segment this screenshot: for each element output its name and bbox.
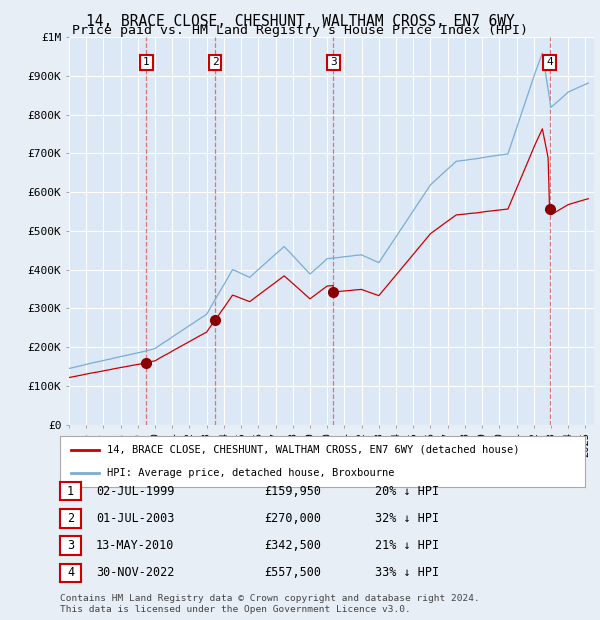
- Text: 1: 1: [67, 485, 74, 497]
- Text: 20% ↓ HPI: 20% ↓ HPI: [375, 485, 439, 497]
- Text: 33% ↓ HPI: 33% ↓ HPI: [375, 567, 439, 579]
- Text: HPI: Average price, detached house, Broxbourne: HPI: Average price, detached house, Brox…: [107, 468, 395, 478]
- Text: 02-JUL-1999: 02-JUL-1999: [96, 485, 175, 497]
- Text: 30-NOV-2022: 30-NOV-2022: [96, 567, 175, 579]
- Text: 01-JUL-2003: 01-JUL-2003: [96, 512, 175, 525]
- Text: 1: 1: [143, 58, 150, 68]
- Text: Price paid vs. HM Land Registry's House Price Index (HPI): Price paid vs. HM Land Registry's House …: [72, 24, 528, 37]
- Text: 4: 4: [67, 567, 74, 579]
- Text: £270,000: £270,000: [264, 512, 321, 525]
- Text: 4: 4: [546, 58, 553, 68]
- Text: £342,500: £342,500: [264, 539, 321, 552]
- Text: 32% ↓ HPI: 32% ↓ HPI: [375, 512, 439, 525]
- Text: 14, BRACE CLOSE, CHESHUNT, WALTHAM CROSS, EN7 6WY: 14, BRACE CLOSE, CHESHUNT, WALTHAM CROSS…: [86, 14, 514, 29]
- Text: 21% ↓ HPI: 21% ↓ HPI: [375, 539, 439, 552]
- Text: Contains HM Land Registry data © Crown copyright and database right 2024.
This d: Contains HM Land Registry data © Crown c…: [60, 595, 480, 614]
- Text: 3: 3: [330, 58, 337, 68]
- Text: 2: 2: [67, 512, 74, 525]
- Text: £159,950: £159,950: [264, 485, 321, 497]
- Text: 14, BRACE CLOSE, CHESHUNT, WALTHAM CROSS, EN7 6WY (detached house): 14, BRACE CLOSE, CHESHUNT, WALTHAM CROSS…: [107, 445, 520, 454]
- Text: 13-MAY-2010: 13-MAY-2010: [96, 539, 175, 552]
- Text: £557,500: £557,500: [264, 567, 321, 579]
- Text: 2: 2: [212, 58, 218, 68]
- Text: 3: 3: [67, 539, 74, 552]
